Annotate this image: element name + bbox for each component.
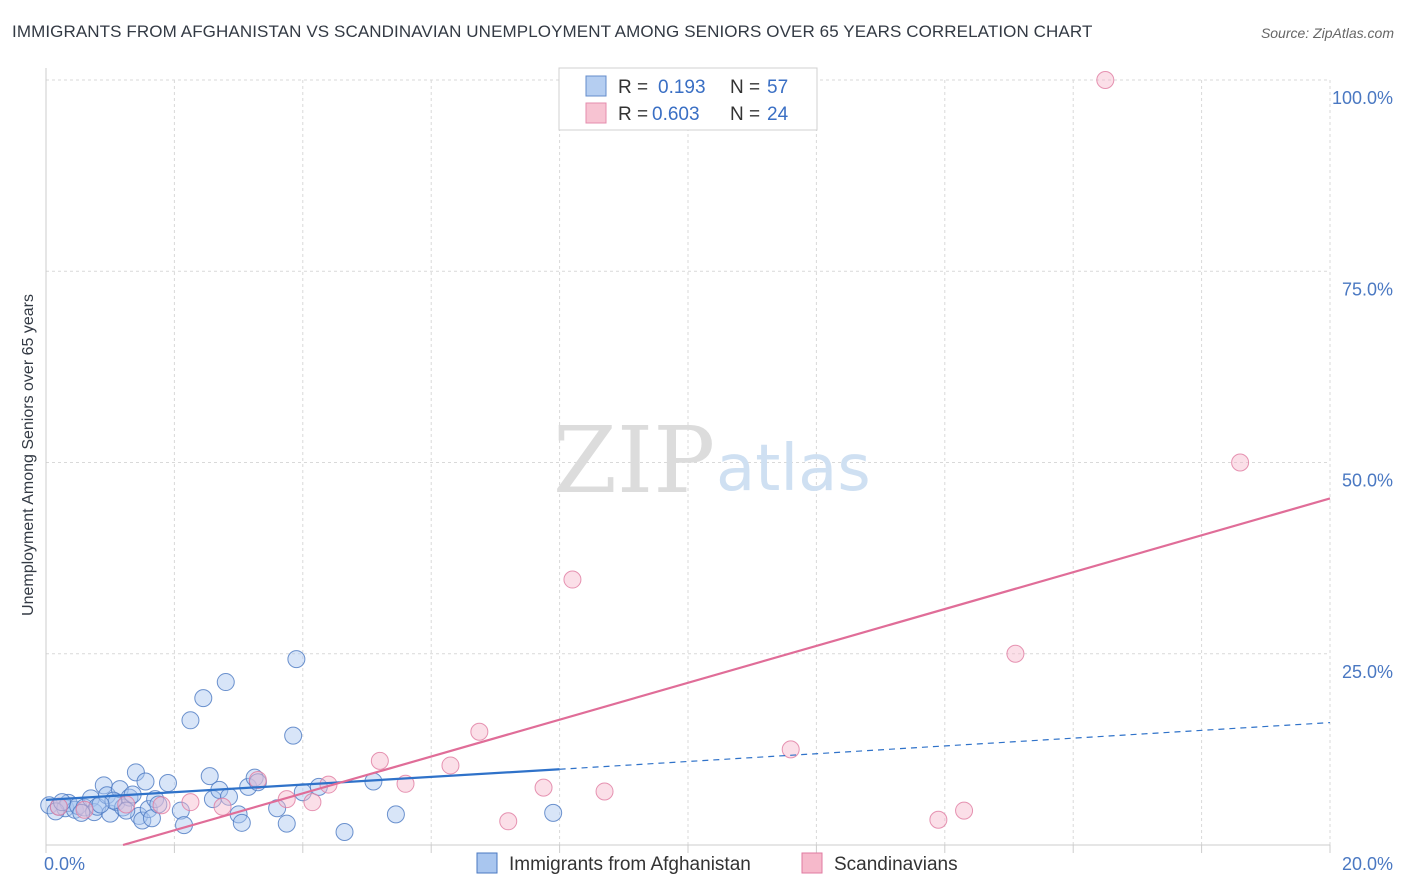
y-tick-label-3: 100.0%	[1332, 88, 1393, 108]
bottom-legend-label-afghanistan: Immigrants from Afghanistan	[509, 854, 751, 875]
watermark-zip: ZIP	[553, 407, 715, 514]
afghanistan-point-46	[335, 822, 354, 841]
afghanistan-point-51	[72, 803, 91, 822]
legend-n-label-2: N =	[730, 104, 760, 125]
scandinavians-point-17	[595, 782, 614, 801]
scandinavians-point-5	[213, 797, 232, 816]
afghanistan-point-48	[386, 805, 405, 824]
trendline-afghanistan-solid	[45, 768, 560, 801]
scandinavians-point-1	[75, 800, 94, 819]
chart-source: Source: ZipAtlas.com	[1260, 25, 1394, 41]
afghanistan-point-17	[126, 763, 145, 782]
legend-r-label-2: R =	[618, 104, 648, 125]
y-tick-label-1: 50.0%	[1342, 471, 1393, 491]
scandinavians-point-6	[248, 770, 267, 789]
afghanistan-point-33	[216, 673, 235, 692]
scandinavians-point-23	[1231, 453, 1250, 472]
x-tick-labels: 0.0% 20.0%	[44, 854, 1393, 874]
scandinavians-point-15	[534, 778, 553, 797]
scandinavians-point-3	[152, 796, 171, 815]
y-tick-label-2: 75.0%	[1342, 279, 1393, 299]
afghanistan-point-29	[194, 689, 213, 708]
chart-title: IMMIGRANTS FROM AFGHANISTAN VS SCANDINAV…	[12, 22, 1093, 41]
afghanistan-point-30	[200, 767, 219, 786]
series-scandinavians-points	[49, 71, 1250, 831]
afghanistan-point-25	[158, 774, 177, 793]
axes	[45, 68, 1331, 853]
legend-n-value-1: 57	[767, 77, 788, 98]
scandinavians-point-14	[499, 812, 518, 831]
watermark: ZIP atlas	[553, 407, 871, 514]
scandinavians-point-22	[1096, 71, 1115, 89]
y-tick-labels: 25.0% 50.0% 75.0% 100.0%	[1332, 88, 1393, 682]
scandinavians-point-19	[929, 810, 948, 829]
scandinavians-point-10	[370, 751, 389, 770]
watermark-atlas: atlas	[716, 432, 871, 506]
bottom-legend-label-scandinavians: Scandinavians	[834, 854, 958, 875]
legend-n-value-2: 24	[767, 104, 789, 125]
scandinavians-point-21	[1006, 644, 1025, 663]
trendline-scandinavians	[122, 497, 1331, 847]
scandinavians-point-2	[117, 795, 136, 814]
y-tick-label-0: 25.0%	[1342, 662, 1393, 682]
trendlines	[45, 497, 1331, 847]
legend-r-label-1: R =	[618, 77, 648, 98]
legend-r-value-1: 0.193	[658, 77, 706, 98]
afghanistan-point-49	[544, 803, 563, 822]
scandinavians-point-4	[181, 793, 200, 812]
scandinavians-point-16	[563, 570, 582, 589]
x-tick-label-1: 20.0%	[1342, 854, 1393, 874]
bottom-legend-swatch-scandinavians	[801, 852, 823, 874]
scandinavians-point-20	[955, 801, 974, 820]
series-legend: Immigrants from Afghanistan Scandinavian…	[476, 852, 958, 875]
legend-swatch-afghanistan	[585, 75, 607, 97]
bottom-legend-swatch-afghanistan	[476, 852, 498, 874]
scandinavians-point-8	[303, 793, 322, 812]
scandinavians-point-13	[470, 722, 489, 741]
scandinavians-point-18	[781, 740, 800, 759]
trendline-afghanistan-dashed	[559, 722, 1331, 770]
stats-legend: R = 0.193 N = 57 R = 0.603 N = 24	[558, 67, 818, 131]
scandinavians-point-0	[49, 797, 68, 816]
x-tick-label-0: 0.0%	[44, 854, 85, 874]
y-axis-label: Unemployment Among Seniors over 65 years	[20, 294, 37, 616]
afghanistan-point-42	[284, 726, 303, 745]
afghanistan-point-20	[136, 772, 155, 791]
legend-swatch-scandinavians	[585, 102, 607, 124]
afghanistan-point-41	[277, 814, 296, 833]
afghanistan-point-56	[91, 795, 110, 814]
legend-r-value-2: 0.603	[652, 104, 700, 125]
series-afghanistan-points	[40, 650, 563, 841]
afghanistan-point-55	[117, 801, 136, 820]
afghanistan-point-28	[181, 711, 200, 730]
scandinavians-point-12	[441, 756, 460, 775]
afghanistan-point-15	[114, 798, 133, 817]
afghanistan-point-43	[287, 650, 306, 669]
legend-n-label-1: N =	[730, 77, 760, 98]
afghanistan-point-36	[232, 813, 251, 832]
